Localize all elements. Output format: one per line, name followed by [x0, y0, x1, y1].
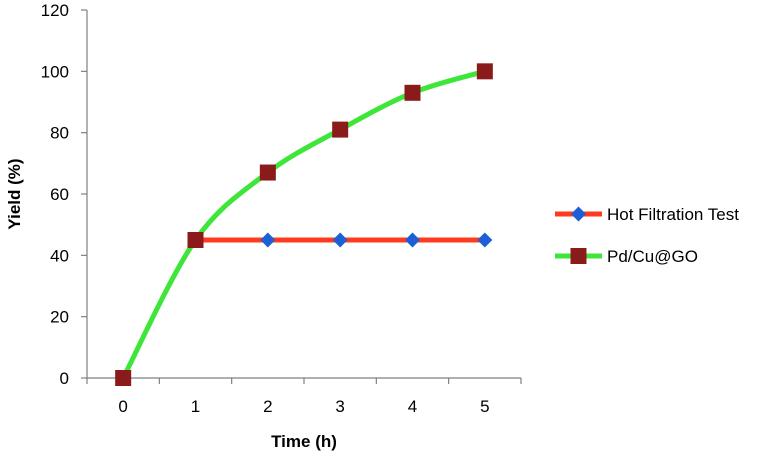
x-tick-label: 1 [191, 397, 200, 416]
data-point-hot-filtration [405, 232, 420, 248]
data-point-hot-filtration [332, 232, 348, 248]
series-layer [115, 63, 493, 386]
data-point-pdcu-go [115, 370, 132, 386]
y-ticks: 0 20 40 60 80 100 120 [41, 1, 87, 388]
x-tick-label: 0 [118, 397, 127, 416]
x-axis-title: Time (h) [271, 432, 337, 451]
legend-item-pdcu-go: Pd/Cu@GO [555, 247, 698, 266]
legend-item-hot-filtration: Hot Filtration Test [555, 205, 739, 224]
x-tick-label: 4 [408, 397, 417, 416]
data-point-hot-filtration [260, 232, 276, 248]
x-tick-label: 5 [480, 397, 489, 416]
x-tick-label: 2 [263, 397, 272, 416]
y-axis-title: Yield (%) [5, 158, 24, 229]
data-point-pdcu-go [476, 63, 493, 80]
legend-label-pdcu-go: Pd/Cu@GO [607, 247, 698, 266]
y-tick-label: 100 [41, 62, 69, 81]
y-tick-label: 20 [50, 308, 69, 327]
x-ticks: 0 1 2 3 4 5 [86, 378, 522, 416]
series-line-pdcu-go [120, 68, 486, 380]
legend-marker-square [570, 248, 587, 264]
axes: 0 20 40 60 80 100 120 0 1 2 3 4 5 [41, 1, 522, 416]
legend-label-hot-filtration: Hot Filtration Test [607, 205, 739, 224]
y-tick-label: 40 [50, 246, 69, 265]
y-tick-label: 120 [41, 1, 69, 20]
y-tick-label: 80 [50, 124, 69, 143]
y-tick-label: 60 [50, 185, 69, 204]
data-point-pdcu-go [259, 164, 276, 181]
y-tick-label: 0 [60, 369, 69, 388]
legend: Hot Filtration Test Pd/Cu@GO [555, 205, 739, 266]
data-point-pdcu-go [404, 84, 421, 101]
data-point-hot-filtration [477, 232, 493, 248]
x-tick-label: 3 [335, 397, 344, 416]
legend-marker-diamond [571, 206, 586, 222]
data-point-pdcu-go [332, 121, 349, 138]
data-point-pdcu-go [187, 232, 204, 248]
